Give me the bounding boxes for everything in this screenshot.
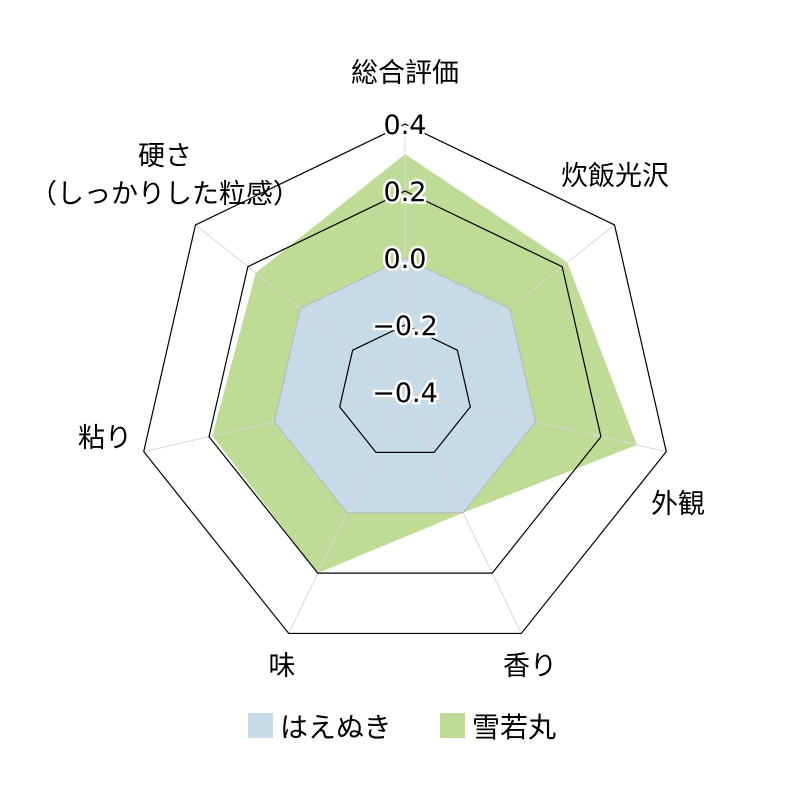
tick-label: 0.2 <box>384 177 427 208</box>
legend-label-haenuki: はえぬき <box>280 711 391 744</box>
legend-swatch-haenuki <box>248 713 273 738</box>
tick-label: −0.2 <box>372 311 438 342</box>
tick-label: 0.0 <box>384 244 427 275</box>
legend-label-yukiwakamaru: 雪若丸 <box>472 711 556 744</box>
legend: はえぬき 雪若丸 <box>248 711 556 744</box>
axis-label: 総合評価 <box>351 58 459 89</box>
tick-label: 0.4 <box>384 110 427 141</box>
series-fills <box>212 154 637 574</box>
tick-label: −0.4 <box>372 378 438 409</box>
grid-ring <box>143 123 667 635</box>
axis-label: 炊飯光沢 <box>561 161 669 192</box>
grid <box>143 123 667 635</box>
grid-ring <box>273 257 537 514</box>
axis-label: 香り <box>503 651 557 682</box>
tick-labels: 0.4 0.2 0.0 −0.2 −0.4 <box>370 108 441 412</box>
grid-ring <box>339 324 471 453</box>
axis-label: 粘り <box>78 423 132 454</box>
grid-ring <box>208 190 602 574</box>
legend-swatch-yukiwakamaru <box>440 713 465 738</box>
axis-label: 硬さ（しっかりした粒感） <box>30 141 300 210</box>
axis-label: 外観 <box>651 489 705 520</box>
axis-label: 味 <box>269 651 296 682</box>
